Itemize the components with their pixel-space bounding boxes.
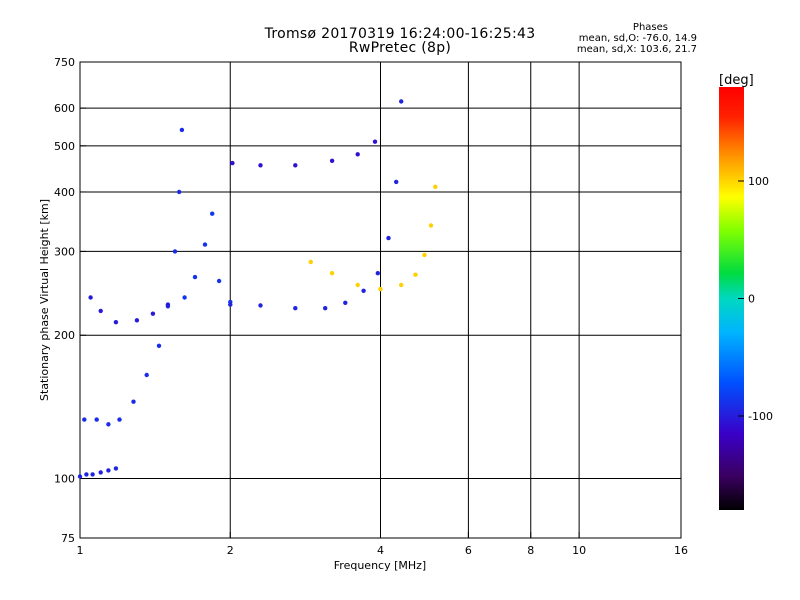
- echo-point: [228, 302, 233, 307]
- echo-point: [343, 300, 348, 305]
- echo-point: [172, 249, 178, 254]
- phase-stats-title: Phases: [632, 22, 668, 33]
- x-tick-label: 6: [465, 544, 472, 557]
- echo-point: [323, 306, 328, 311]
- echo-point: [230, 160, 235, 166]
- y-tick-label: 600: [54, 102, 75, 115]
- echo-point: [433, 184, 438, 189]
- data-points: [77, 99, 438, 479]
- echo-point: [144, 372, 149, 378]
- echo-point: [210, 211, 215, 216]
- y-tick-label: 400: [54, 186, 75, 199]
- echo-point: [399, 282, 404, 288]
- echo-point: [202, 242, 208, 247]
- echo-point: [355, 282, 360, 288]
- echo-point: [428, 223, 434, 228]
- echo-point: [355, 152, 360, 157]
- x-tick-label: 4: [377, 544, 384, 557]
- echo-point: [77, 474, 83, 479]
- echo-point: [134, 318, 140, 323]
- x-tick-label: 10: [572, 544, 586, 557]
- echo-point: [165, 302, 171, 307]
- y-tick-label: 75: [61, 532, 75, 545]
- colorbar-ticks: 100 0 -100: [738, 175, 773, 423]
- echo-point: [216, 278, 222, 284]
- echo-point: [117, 417, 122, 422]
- y-tick-label: 100: [54, 473, 75, 486]
- echo-point: [179, 127, 185, 133]
- echo-point: [258, 163, 263, 168]
- colorbar-tick-label: 100: [748, 175, 769, 188]
- echo-point: [192, 274, 198, 280]
- echo-point: [258, 303, 263, 308]
- x-tick-label: 1: [77, 544, 84, 557]
- echo-point: [413, 272, 418, 277]
- echo-point: [293, 306, 298, 311]
- phase-stats-x-mode: mean, sd,X: 103.6, 21.7: [576, 44, 697, 55]
- axis-ticks: 1 2 4 6 8 10 16 75 100 200 300 400 500 600 750: [54, 56, 688, 557]
- x-tick-label: 2: [227, 544, 234, 557]
- echo-point: [113, 466, 119, 471]
- echo-point: [88, 295, 93, 300]
- echo-point: [90, 472, 95, 477]
- echo-point: [182, 295, 187, 300]
- echo-point: [106, 468, 111, 473]
- echo-point: [156, 343, 162, 348]
- echo-point: [98, 308, 103, 314]
- x-axis-label: Frequency [MHz]: [334, 559, 426, 572]
- y-tick-label: 200: [54, 329, 75, 342]
- chart-title: Tromsø 20170319 16:24:00-16:25:43: [264, 26, 536, 42]
- echo-point: [113, 320, 119, 325]
- echo-point: [94, 417, 99, 422]
- echo-point: [82, 417, 87, 422]
- x-tick-label: 16: [674, 544, 688, 557]
- echo-point: [372, 139, 378, 144]
- echo-point: [293, 163, 298, 168]
- grid-lines: [80, 62, 681, 538]
- echo-point: [177, 189, 182, 195]
- echo-point: [329, 158, 335, 163]
- echo-point: [98, 470, 103, 475]
- echo-point: [329, 271, 335, 276]
- y-axis-label: Stationary phase Virtual Height [km]: [38, 199, 51, 401]
- echo-point: [150, 311, 156, 316]
- chart-subtitle: RwPretec (8p): [348, 40, 452, 56]
- colorbar-tick-label: -100: [748, 410, 773, 423]
- echo-point: [308, 259, 313, 265]
- echo-point: [378, 286, 383, 292]
- colorbar-label: [deg]: [719, 73, 754, 88]
- echo-point: [131, 399, 136, 404]
- echo-point: [386, 235, 391, 241]
- echo-point: [375, 271, 380, 276]
- echo-point: [399, 99, 404, 104]
- echo-point: [106, 422, 111, 427]
- echo-point: [84, 472, 89, 477]
- colorbar-tick-label: 0: [748, 293, 755, 306]
- x-tick-label: 8: [527, 544, 534, 557]
- y-tick-label: 300: [54, 245, 75, 258]
- phase-stats-o-mode: mean, sd,O: -76.0, 14.9: [578, 33, 697, 44]
- echo-point: [361, 288, 366, 293]
- echo-point: [394, 179, 399, 185]
- y-tick-label: 500: [54, 140, 75, 153]
- echo-point: [422, 252, 427, 258]
- y-tick-label: 750: [54, 56, 75, 69]
